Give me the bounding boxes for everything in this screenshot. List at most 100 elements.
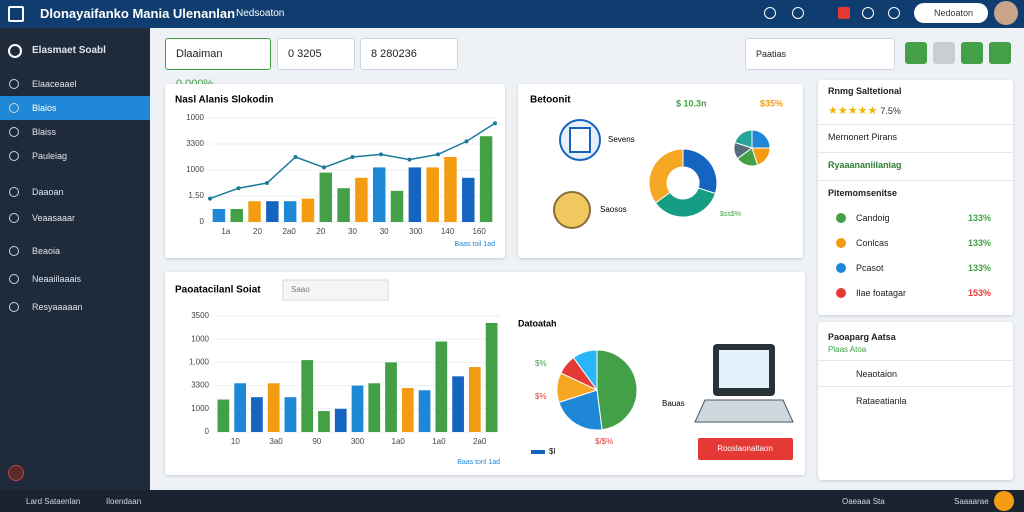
nav-tab[interactable]: Nedsoaton xyxy=(236,8,285,19)
panel-card: Paoaparg Aatsa Plaas Atoa Neaotaion Rata… xyxy=(818,322,1013,480)
sales-chart: Nasl Alanis Slokodin Baas toil 1ad 0 1,50… xyxy=(175,95,497,248)
nav-item[interactable]: Blaios xyxy=(0,96,150,120)
y-tick-label: 1,50 xyxy=(188,191,204,200)
nav-item[interactable]: Beaoia xyxy=(0,239,150,263)
x-tick-label: 300 xyxy=(351,437,365,446)
line-point xyxy=(208,196,212,201)
pie-slice xyxy=(596,349,638,431)
bar xyxy=(334,408,347,432)
button[interactable] xyxy=(905,42,927,64)
metric-filter[interactable]: Dlaaiman 0,000% xyxy=(165,38,271,90)
x-tick-label: 140 xyxy=(441,227,455,236)
document-icon xyxy=(569,127,591,153)
y-tick-label: 1000 xyxy=(186,113,204,122)
item-label: Ilae foatagar xyxy=(856,288,907,298)
footer-link[interactable]: Iloendaan xyxy=(106,497,142,506)
x-tick-label: 2a0 xyxy=(473,437,487,446)
line-point xyxy=(350,155,355,159)
x-tick-label: 30 xyxy=(380,227,389,236)
bar xyxy=(368,383,381,432)
bar xyxy=(452,376,464,432)
icon[interactable] xyxy=(888,7,900,19)
x-tick-label: 20 xyxy=(253,227,262,236)
pie-label: $ss$% xyxy=(720,211,741,218)
footer-link[interactable]: Oaeaaa Sta xyxy=(842,497,885,506)
item-label: Pcasot xyxy=(856,263,884,273)
dropdown[interactable]: 8 280236 xyxy=(360,38,458,70)
period-filter[interactable]: Paatias xyxy=(745,38,895,70)
sales-card: Nasl Alanis Slokodin Baas toil 1ad 0 1,50… xyxy=(165,84,505,258)
nav-label: Elaaceaael xyxy=(32,79,77,89)
item-value: 133% xyxy=(968,213,992,223)
nav-item[interactable]: Elaaceaael xyxy=(0,72,150,96)
icon[interactable] xyxy=(8,465,24,481)
nav-icon xyxy=(9,274,19,284)
button[interactable] xyxy=(933,42,955,64)
total: $ 10.3n xyxy=(676,98,707,108)
card-subtitle: Plaas Atoa xyxy=(828,345,867,354)
nav-item[interactable]: Resyaaaaan xyxy=(0,295,150,319)
x-tick-label: 90 xyxy=(312,437,321,446)
item-value: 153% xyxy=(968,288,992,298)
line-point xyxy=(407,157,412,162)
bar xyxy=(355,177,368,222)
help-button[interactable] xyxy=(994,491,1014,511)
line-point xyxy=(322,165,326,170)
bar xyxy=(485,322,498,432)
icon[interactable] xyxy=(838,7,850,19)
y-tick-label: 0 xyxy=(205,427,210,436)
search-box[interactable]: Nedoaton xyxy=(914,3,988,23)
action-button[interactable] xyxy=(698,438,793,460)
side-label: Bauas xyxy=(662,399,685,408)
footer-link[interactable]: Lard Sataenlan xyxy=(26,497,81,506)
avatar[interactable] xyxy=(994,1,1018,25)
card-title: Rnmg Saltetional xyxy=(828,86,902,96)
nav-item[interactable]: Neaaiilaaais xyxy=(0,267,150,291)
row-label: Neaotaion xyxy=(856,369,898,379)
nav-item[interactable]: Pauleiag xyxy=(0,144,150,168)
line-point xyxy=(293,155,298,159)
bar xyxy=(283,201,297,222)
section-title: Pitemomsenitse xyxy=(828,188,898,198)
line-point xyxy=(464,139,469,144)
nav-icon xyxy=(9,127,19,137)
item-icon xyxy=(836,238,846,248)
divider xyxy=(818,360,1013,361)
y-tick-label: 1000 xyxy=(191,404,209,413)
x-tick-label: 1a xyxy=(221,227,230,236)
pie-slice xyxy=(751,129,771,149)
nav-icon xyxy=(9,213,19,223)
y-tick-label: 1000 xyxy=(191,334,209,343)
nav-label: Beaoia xyxy=(32,246,61,256)
nav-item[interactable]: Veaasaaar xyxy=(0,206,150,230)
bar xyxy=(479,136,493,222)
bar xyxy=(468,367,481,432)
dropdown[interactable]: 0 3205 xyxy=(277,38,355,70)
label: Dlaaiman xyxy=(176,48,223,60)
item-icon xyxy=(836,288,846,298)
footer-link[interactable]: Saaaarae xyxy=(954,497,989,506)
icon xyxy=(8,44,22,58)
bar xyxy=(337,188,350,222)
button[interactable] xyxy=(989,42,1011,64)
nav-item[interactable]: Blaiss xyxy=(0,120,150,144)
search-input[interactable] xyxy=(282,279,389,301)
x-tick-label: 2a0 xyxy=(282,227,296,236)
bar xyxy=(267,383,280,432)
divider xyxy=(818,180,1013,181)
legend-label: $l xyxy=(549,447,555,456)
line-point xyxy=(236,186,241,191)
icon[interactable] xyxy=(792,7,804,19)
bar xyxy=(217,399,230,432)
icon[interactable] xyxy=(862,7,874,19)
bar xyxy=(462,177,475,222)
pie-slice xyxy=(734,129,753,149)
nav-label: Daaoan xyxy=(32,187,64,197)
nav-item[interactable]: Daaoan xyxy=(0,180,150,204)
y-tick-label: 3500 xyxy=(191,311,209,320)
card-title: Nasl Alanis Slokodin xyxy=(175,95,274,106)
button[interactable] xyxy=(961,42,983,64)
icon[interactable] xyxy=(764,7,776,19)
